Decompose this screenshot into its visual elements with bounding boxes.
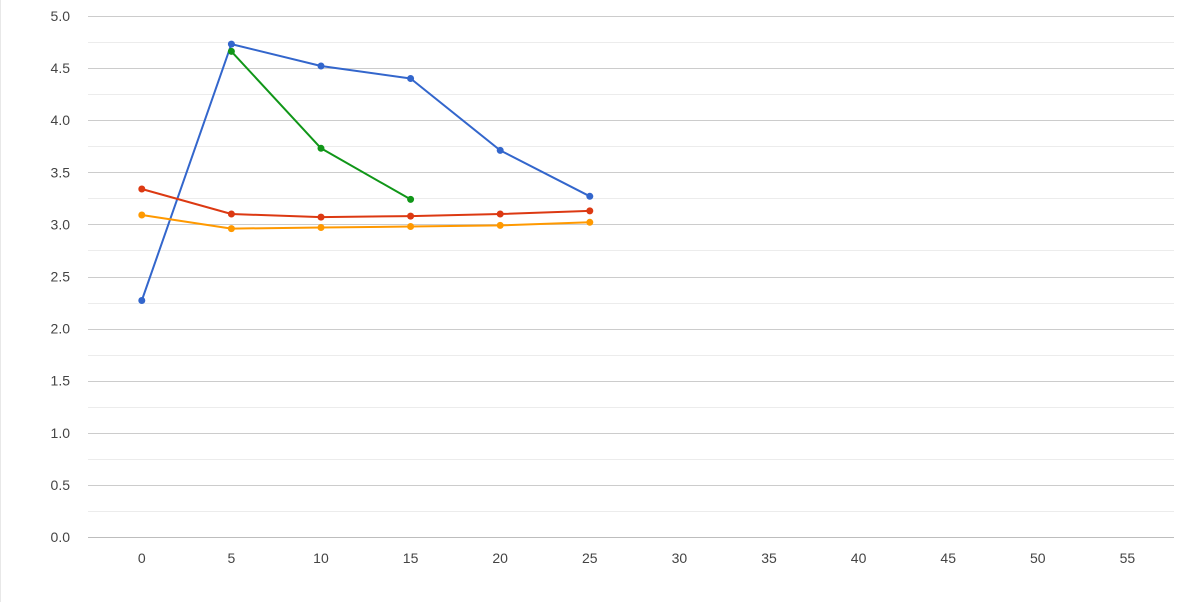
y-tick-label: 4.0 — [51, 112, 71, 128]
data-point[interactable] — [586, 192, 594, 200]
y-tick-label: 1.5 — [51, 373, 71, 389]
y-tick-label: 3.0 — [51, 216, 71, 232]
series-line — [140, 188, 591, 219]
x-axis: 0 5 10 15 20 25 30 35 40 45 50 55 — [138, 550, 1136, 566]
x-tick-label: 45 — [940, 550, 956, 566]
y-tick-label: 2.5 — [51, 269, 71, 285]
series-2 — [227, 47, 415, 203]
data-point[interactable] — [138, 297, 146, 304]
data-point[interactable] — [496, 221, 504, 229]
series-layer — [138, 40, 594, 304]
data-point[interactable] — [317, 62, 325, 70]
y-tick-label: 4.5 — [51, 60, 71, 76]
data-point[interactable] — [227, 40, 235, 48]
series-line — [230, 50, 412, 201]
data-point[interactable] — [586, 207, 594, 215]
data-point[interactable] — [227, 47, 235, 55]
series-line — [140, 43, 591, 302]
x-tick-label: 0 — [138, 550, 146, 566]
x-tick-label: 10 — [313, 550, 329, 566]
data-point[interactable] — [138, 211, 146, 219]
x-tick-label: 5 — [227, 550, 235, 566]
x-tick-label: 50 — [1030, 550, 1046, 566]
minor-gridlines — [88, 42, 1174, 512]
data-point[interactable] — [496, 146, 504, 154]
data-point[interactable] — [317, 224, 325, 231]
data-point[interactable] — [317, 144, 325, 152]
x-tick-label: 40 — [851, 550, 867, 566]
data-point[interactable] — [227, 225, 235, 233]
data-point[interactable] — [407, 195, 415, 203]
x-tick-label: 30 — [672, 550, 688, 566]
y-axis: 0.0 0.5 1.0 1.5 2.0 2.5 3.0 3.5 4.0 4.5 5.0 — [51, 8, 71, 545]
series-1 — [138, 40, 594, 304]
data-point[interactable] — [586, 218, 594, 226]
series-line — [140, 214, 591, 230]
x-tick-label: 55 — [1120, 550, 1136, 566]
y-tick-label: 0.0 — [51, 529, 71, 545]
series-3 — [138, 185, 594, 221]
y-tick-label: 1.0 — [51, 425, 71, 441]
data-point[interactable] — [227, 210, 235, 218]
data-point[interactable] — [407, 75, 415, 82]
data-point[interactable] — [407, 212, 415, 220]
series-4 — [138, 211, 594, 233]
y-tick-label: 2.0 — [51, 321, 71, 337]
major-gridlines — [88, 16, 1174, 538]
y-tick-label: 5.0 — [51, 8, 71, 24]
data-point[interactable] — [496, 210, 504, 218]
x-tick-label: 15 — [403, 550, 419, 566]
x-tick-label: 25 — [582, 550, 598, 566]
x-tick-label: 20 — [492, 550, 508, 566]
data-point[interactable] — [138, 185, 146, 193]
y-tick-label: 0.5 — [51, 477, 71, 493]
x-tick-label: 35 — [761, 550, 777, 566]
data-point[interactable] — [407, 223, 415, 230]
data-point[interactable] — [317, 213, 325, 221]
y-tick-label: 3.5 — [51, 164, 71, 180]
